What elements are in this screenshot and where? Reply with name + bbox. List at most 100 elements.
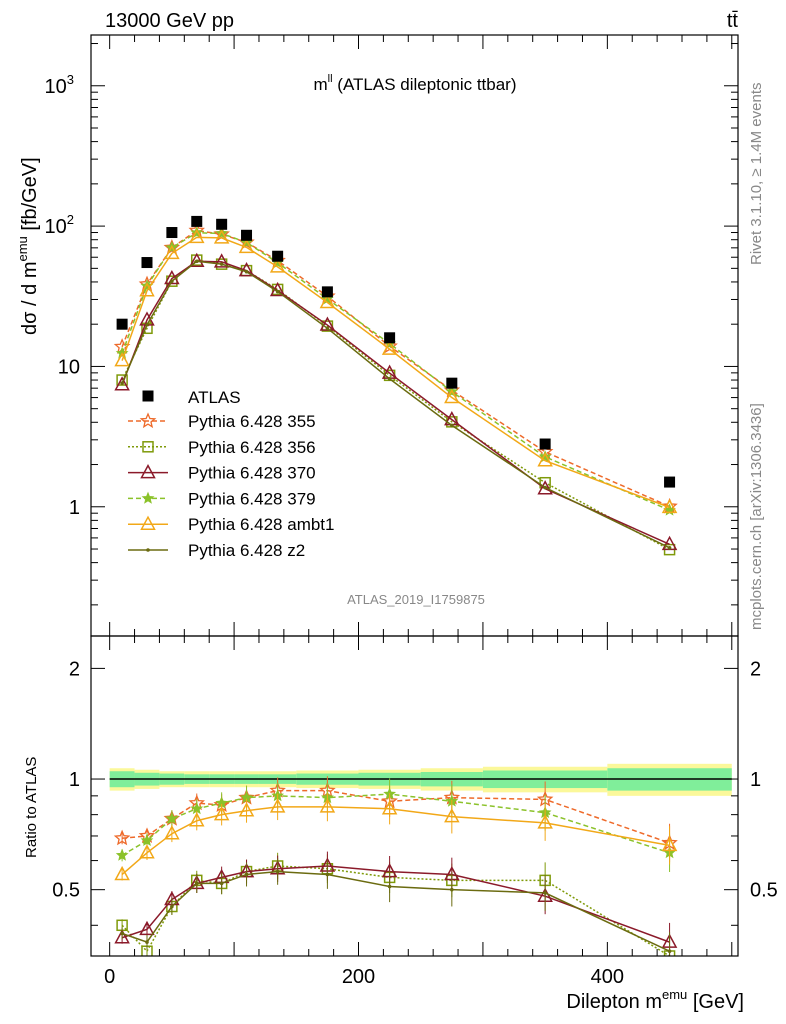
- legend-label-0: Pythia 6.428 355: [188, 412, 316, 431]
- main-point-5: [145, 323, 149, 327]
- main-point-4: [238, 238, 255, 254]
- legend-label-2: Pythia 6.428 370: [188, 464, 316, 483]
- main-series-line-2: [121, 260, 670, 546]
- ratio-series-line-5: [121, 870, 670, 952]
- main-point-2: [114, 376, 130, 391]
- ratio-y-tick-label-right: 0.5: [750, 880, 778, 902]
- main-point-5: [450, 423, 454, 428]
- x-tick-label: 0: [104, 966, 115, 988]
- legend-label-data: ATLAS: [188, 388, 241, 407]
- main-point-4: [213, 229, 230, 244]
- data-point: [141, 257, 153, 269]
- data-point: [166, 227, 178, 239]
- ratio-point-3: [115, 848, 129, 861]
- ratio-point-5: [170, 904, 174, 909]
- main-point-4: [537, 452, 553, 467]
- main-panel-marks: [113, 215, 678, 556]
- legend-label-3: Pythia 6.428 379: [188, 489, 316, 508]
- ratio-point-4: [319, 798, 336, 813]
- data-point: [321, 286, 333, 298]
- ratio-series-line-1: [121, 865, 670, 956]
- main-point-5: [275, 289, 280, 294]
- main-point-5: [219, 262, 224, 266]
- legend-marker-3: [141, 491, 155, 504]
- ratio-frame: [90, 635, 739, 957]
- legend-marker-5: [146, 548, 150, 552]
- main-point-1: [116, 374, 128, 386]
- side-text-bottom: mcplots.cern.ch [arXiv:1306.3436]: [748, 403, 765, 630]
- data-point: [539, 438, 551, 450]
- main-point-4: [444, 388, 460, 404]
- data-point: [384, 332, 396, 344]
- ratio-point-3: [140, 833, 154, 846]
- main-point-5: [387, 377, 392, 381]
- ratio-point-5: [667, 949, 672, 954]
- main-point-4: [661, 498, 678, 514]
- main-point-4: [114, 352, 130, 367]
- ratio-point-4: [444, 808, 460, 823]
- ratio-point-4: [114, 865, 130, 881]
- side-text-top: Rivet 3.1.10, ≥ 1.4M events: [748, 83, 765, 266]
- ratio-point-4: [164, 825, 180, 840]
- main-point-2: [213, 253, 230, 268]
- main-y-tick-label: 10: [58, 356, 80, 378]
- ratio-point-5: [325, 872, 330, 877]
- axes: 0 200 400 1 10 102 103 0.5 0.5 1 1 2 2: [45, 34, 778, 988]
- ratio-point-5: [275, 869, 280, 874]
- ratio-series-line-4: [121, 806, 670, 876]
- ratio-point-4: [381, 800, 398, 815]
- main-point-5: [170, 279, 174, 283]
- ratio-point-5: [244, 872, 249, 877]
- x-axis-label: Dilepton memu [GeV]: [566, 987, 744, 1013]
- ratio-y-label: Ratio to ATLAS: [23, 757, 40, 858]
- ratio-point-5: [387, 884, 392, 889]
- ratio-point-5: [543, 891, 547, 895]
- main-point-5: [194, 259, 199, 264]
- legend-label-5: Pythia 6.428 z2: [188, 541, 305, 560]
- analysis-label: ATLAS_2019_I1759875: [347, 592, 485, 607]
- ratio-point-5: [219, 881, 224, 886]
- legend-label-1: Pythia 6.428 356: [188, 438, 316, 457]
- data-point: [216, 218, 228, 230]
- main-point-4: [139, 282, 155, 297]
- main-y-label: dσ / d memu [fb/GeV]: [15, 157, 41, 335]
- header-left: 13000 GeV pp: [105, 10, 234, 32]
- main-series-line-4: [121, 236, 670, 509]
- main-series-line-5: [121, 260, 670, 549]
- main-y-tick-label: 102: [45, 212, 74, 238]
- ratio-point-5: [194, 881, 199, 886]
- header-right: tt̄: [727, 10, 739, 32]
- data-point: [191, 215, 203, 227]
- ratio-y-tick-label-right: 2: [750, 658, 761, 680]
- ratio-point-4: [238, 802, 255, 817]
- legend: ATLAS Pythia 6.428 355 Pythia 6.428 356 Pyt…: [128, 388, 334, 560]
- ratio-point-4: [661, 836, 678, 852]
- main-point-4: [269, 258, 286, 273]
- legend-marker-0: [139, 412, 157, 429]
- main-point-5: [667, 546, 672, 550]
- ratio-point-2: [114, 929, 130, 944]
- main-point-5: [543, 485, 547, 490]
- main-point-2: [238, 262, 255, 277]
- ratio-point-5: [120, 931, 124, 936]
- ratio-y-tick-label-left: 1: [69, 769, 80, 791]
- ratio-point-3: [165, 811, 179, 825]
- data-point: [446, 377, 458, 389]
- x-tick-label: 400: [591, 966, 624, 988]
- main-y-tick-label: 1: [69, 497, 80, 519]
- main-point-2: [537, 480, 553, 495]
- legend-marker-1: [142, 441, 154, 453]
- ratio-y-tick-label-right: 1: [750, 769, 761, 791]
- ratio-panel-marks: [113, 776, 678, 956]
- ratio-series-line-2: [121, 865, 670, 943]
- data-point: [664, 476, 676, 488]
- ratio-point-2: [139, 920, 155, 936]
- x-tick-label: 200: [342, 966, 375, 988]
- legend-label-4: Pythia 6.428 ambt1: [188, 515, 334, 534]
- main-point-4: [164, 244, 180, 260]
- ratio-point-5: [145, 940, 149, 944]
- ratio-point-4: [213, 806, 230, 821]
- ratio-uncertainty-band: [109, 763, 732, 796]
- data-point: [116, 318, 128, 330]
